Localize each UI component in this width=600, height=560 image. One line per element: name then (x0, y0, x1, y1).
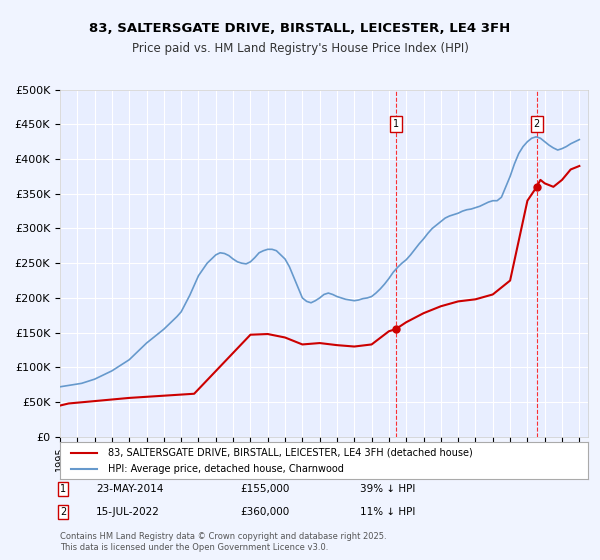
Text: HPI: Average price, detached house, Charnwood: HPI: Average price, detached house, Char… (107, 464, 343, 474)
Text: 83, SALTERSGATE DRIVE, BIRSTALL, LEICESTER, LE4 3FH: 83, SALTERSGATE DRIVE, BIRSTALL, LEICEST… (89, 22, 511, 35)
Text: 15-JUL-2022: 15-JUL-2022 (96, 507, 160, 517)
Text: 39% ↓ HPI: 39% ↓ HPI (360, 484, 415, 494)
Text: £360,000: £360,000 (240, 507, 289, 517)
Text: 2: 2 (60, 507, 66, 517)
Text: 1: 1 (392, 119, 399, 129)
Text: 11% ↓ HPI: 11% ↓ HPI (360, 507, 415, 517)
Text: Contains HM Land Registry data © Crown copyright and database right 2025.
This d: Contains HM Land Registry data © Crown c… (60, 532, 386, 552)
Text: 1: 1 (60, 484, 66, 494)
Text: Price paid vs. HM Land Registry's House Price Index (HPI): Price paid vs. HM Land Registry's House … (131, 42, 469, 55)
Text: £155,000: £155,000 (240, 484, 289, 494)
Text: 2: 2 (533, 119, 540, 129)
Text: 83, SALTERSGATE DRIVE, BIRSTALL, LEICESTER, LE4 3FH (detached house): 83, SALTERSGATE DRIVE, BIRSTALL, LEICEST… (107, 447, 472, 458)
Text: 23-MAY-2014: 23-MAY-2014 (96, 484, 163, 494)
